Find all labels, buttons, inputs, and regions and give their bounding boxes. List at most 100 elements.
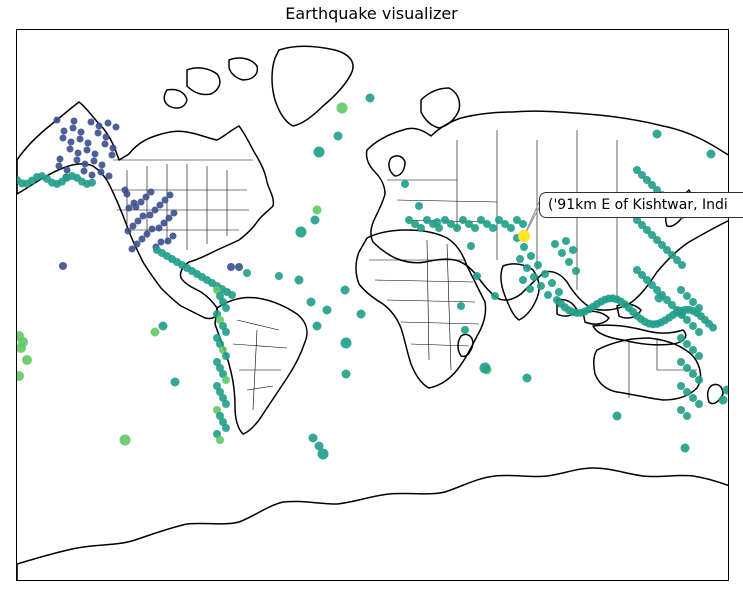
earthquake-point[interactable] <box>216 316 224 324</box>
earthquake-point[interactable] <box>119 434 131 446</box>
earthquake-point[interactable] <box>683 364 691 372</box>
earthquake-point[interactable] <box>160 219 168 227</box>
earthquake-point[interactable] <box>551 240 559 248</box>
earthquake-point[interactable] <box>612 411 622 421</box>
earthquake-point[interactable] <box>219 346 227 354</box>
earthquake-point[interactable] <box>165 214 173 222</box>
earthquake-point[interactable] <box>142 193 150 201</box>
earthquake-point[interactable] <box>156 201 164 209</box>
earthquake-point[interactable] <box>340 337 352 349</box>
earthquake-point[interactable] <box>663 296 671 304</box>
earthquake-point[interactable] <box>133 240 141 248</box>
earthquake-point[interactable] <box>441 216 449 224</box>
earthquake-point[interactable] <box>648 181 656 189</box>
earthquake-point[interactable] <box>216 340 224 348</box>
earthquake-point[interactable] <box>663 246 671 254</box>
earthquake-point[interactable] <box>101 140 109 148</box>
earthquake-point[interactable] <box>219 370 227 378</box>
earthquake-point[interactable] <box>294 275 304 285</box>
earthquake-point[interactable] <box>457 302 465 310</box>
earthquake-point[interactable] <box>683 412 691 420</box>
earthquake-point[interactable] <box>555 288 563 296</box>
earthquake-point[interactable] <box>569 246 577 254</box>
earthquake-point[interactable] <box>677 382 685 390</box>
earthquake-point[interactable] <box>53 116 61 124</box>
earthquake-point[interactable] <box>365 93 375 103</box>
earthquake-point[interactable] <box>530 273 538 281</box>
earthquake-point[interactable] <box>447 220 455 228</box>
earthquake-point[interactable] <box>295 226 307 238</box>
earthquake-point[interactable] <box>69 124 77 132</box>
earthquake-point[interactable] <box>522 373 532 383</box>
earthquake-point[interactable] <box>63 166 71 174</box>
earthquake-point[interactable] <box>336 102 348 114</box>
earthquake-point[interactable] <box>572 267 580 275</box>
earthquake-point[interactable] <box>689 370 697 378</box>
earthquake-point[interactable] <box>689 322 697 330</box>
earthquake-point[interactable] <box>541 270 549 278</box>
earthquake-point[interactable] <box>169 232 177 240</box>
earthquake-point[interactable] <box>689 346 697 354</box>
earthquake-point[interactable] <box>465 220 473 228</box>
earthquake-point[interactable] <box>138 235 146 243</box>
earthquake-point[interactable] <box>134 217 142 225</box>
earthquake-point[interactable] <box>654 293 664 303</box>
earthquake-point[interactable] <box>98 161 106 169</box>
earthquake-point[interactable] <box>216 412 224 420</box>
earthquake-point[interactable] <box>477 216 485 224</box>
earthquake-point[interactable] <box>356 309 366 319</box>
earthquake-point[interactable] <box>519 276 527 284</box>
earthquake-point[interactable] <box>90 157 98 165</box>
earthquake-point[interactable] <box>683 316 691 324</box>
earthquake-point[interactable] <box>312 205 322 215</box>
earthquake-point[interactable] <box>653 286 661 294</box>
earthquake-point[interactable] <box>633 216 641 224</box>
earthquake-point[interactable] <box>461 326 469 334</box>
earthquake-point[interactable] <box>453 224 461 232</box>
earthquake-point[interactable] <box>689 298 697 306</box>
earthquake-point[interactable] <box>146 211 154 219</box>
earthquake-point[interactable] <box>677 358 685 366</box>
earthquake-point[interactable] <box>137 198 145 206</box>
earthquake-point[interactable] <box>17 371 24 381</box>
earthquake-point[interactable] <box>633 266 641 274</box>
earthquake-point[interactable] <box>643 176 651 184</box>
earthquake-point[interactable] <box>139 212 147 220</box>
earthquake-point[interactable] <box>523 264 531 272</box>
earthquake-point[interactable] <box>527 252 535 260</box>
earthquake-point[interactable] <box>519 220 527 228</box>
earthquake-point[interactable] <box>216 388 224 396</box>
earthquake-point[interactable] <box>80 167 88 175</box>
earthquake-point[interactable] <box>59 134 67 142</box>
earthquake-point[interactable] <box>722 385 730 395</box>
earthquake-point[interactable] <box>695 352 703 360</box>
earthquake-point[interactable] <box>695 376 703 384</box>
earthquake-point[interactable] <box>219 418 227 426</box>
earthquake-point[interactable] <box>648 281 656 289</box>
earthquake-point[interactable] <box>213 430 221 438</box>
earthquake-point[interactable] <box>125 204 133 212</box>
earthquake-point[interactable] <box>312 321 322 331</box>
earthquake-point[interactable] <box>143 230 151 238</box>
earthquake-point[interactable] <box>170 377 180 387</box>
earthquake-point[interactable] <box>22 355 32 365</box>
map-plot-area[interactable] <box>16 29 729 581</box>
highlighted-earthquake-marker[interactable] <box>518 230 530 242</box>
earthquake-point[interactable] <box>150 327 160 337</box>
earthquake-point[interactable] <box>66 145 74 153</box>
earthquake-point[interactable] <box>213 406 221 414</box>
earthquake-point[interactable] <box>109 144 117 152</box>
earthquake-point[interactable] <box>216 292 224 300</box>
earthquake-point[interactable] <box>501 220 509 228</box>
earthquake-point[interactable] <box>83 146 91 154</box>
earthquake-point[interactable] <box>683 292 691 300</box>
earthquake-point[interactable] <box>473 272 481 280</box>
earthquake-point[interactable] <box>562 237 570 245</box>
earthquake-point[interactable] <box>94 129 102 137</box>
earthquake-point[interactable] <box>97 168 105 176</box>
earthquake-point[interactable] <box>548 279 556 287</box>
earthquake-point[interactable] <box>459 216 467 224</box>
earthquake-point[interactable] <box>102 133 110 141</box>
earthquake-point[interactable] <box>151 206 159 214</box>
earthquake-point[interactable] <box>695 304 703 312</box>
